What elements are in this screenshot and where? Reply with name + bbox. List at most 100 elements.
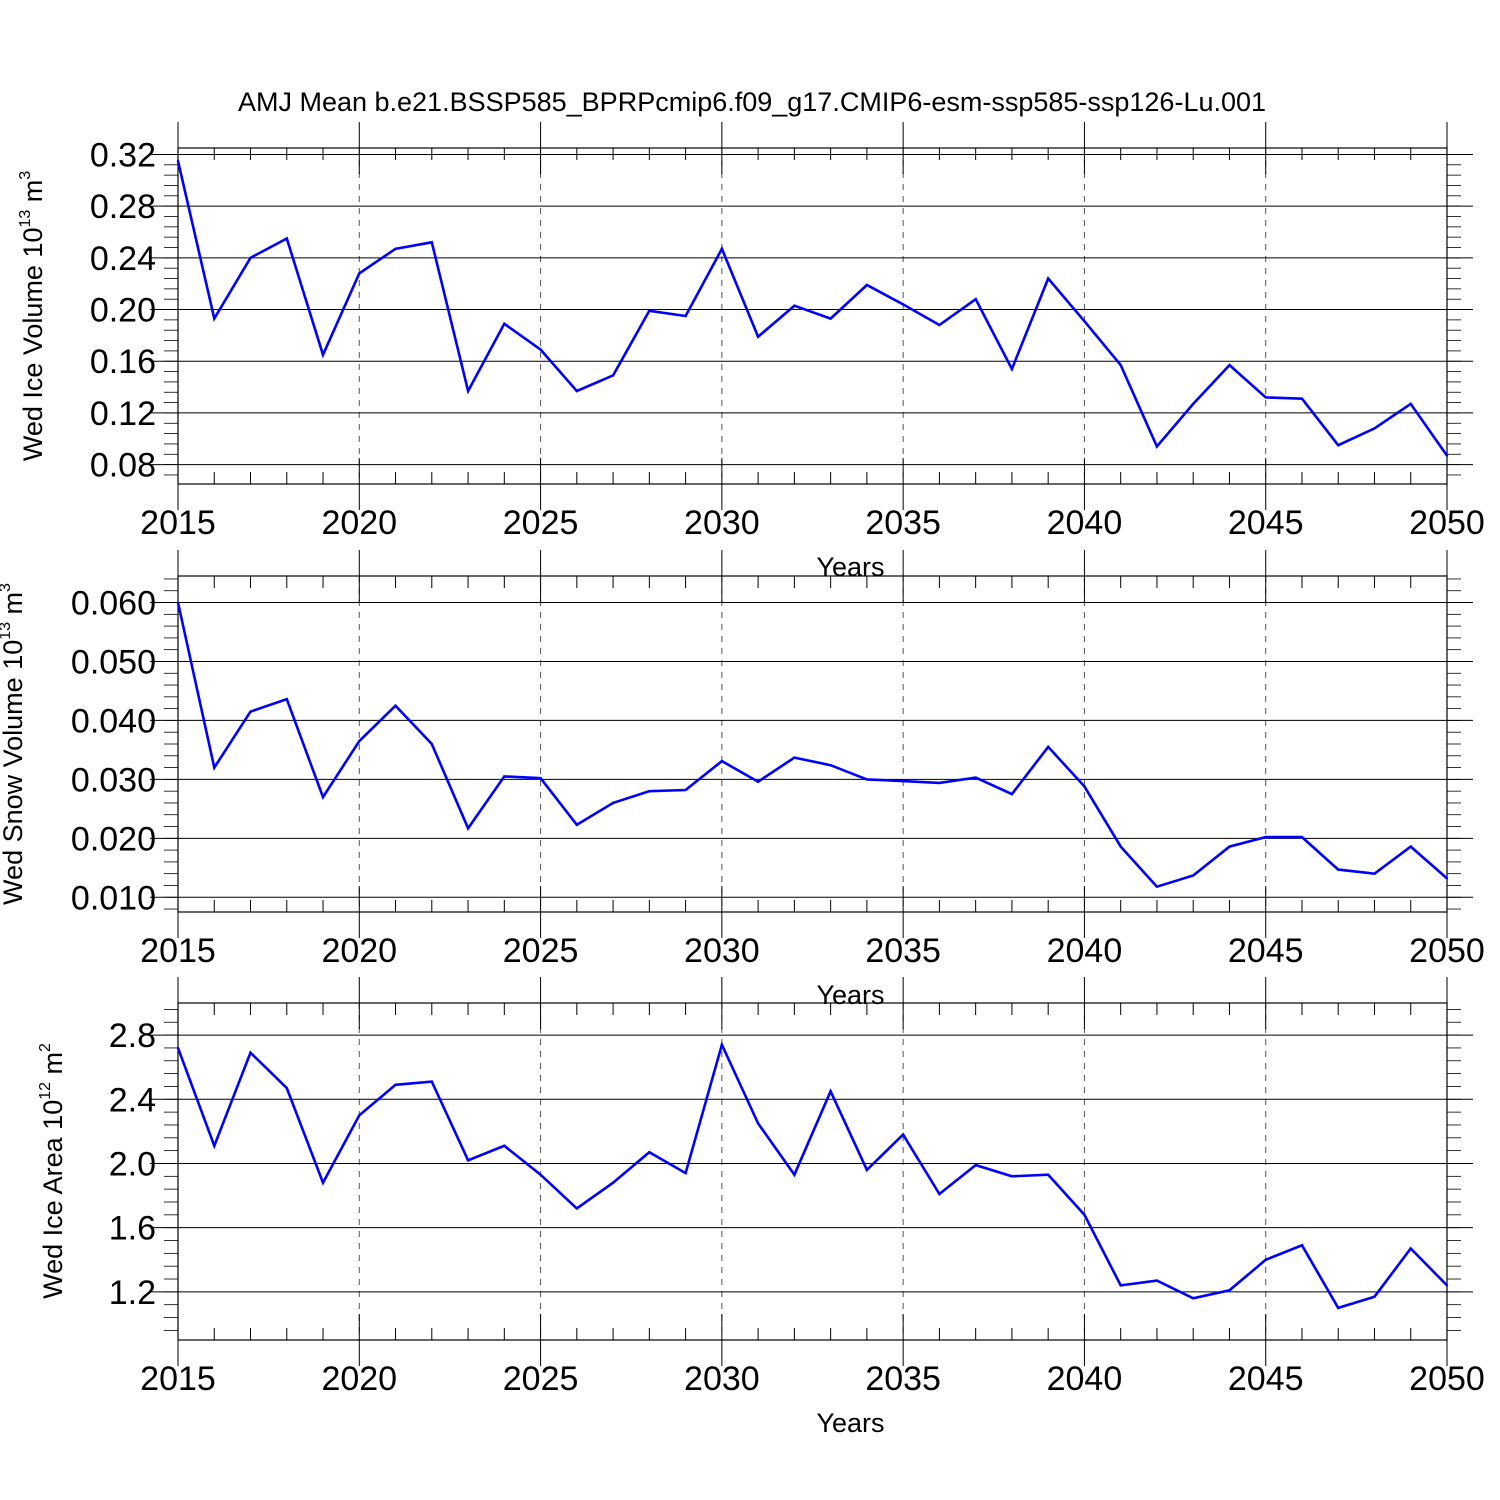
x-tick-label: 2015 <box>140 1360 216 1398</box>
y-axis-label-exponent: 13 <box>17 210 34 228</box>
data-point <box>1119 1284 1122 1287</box>
data-point <box>720 1043 724 1046</box>
data-point <box>394 247 397 250</box>
x-tick-label: 2050 <box>1409 504 1485 542</box>
y-tick-label: 0.060 <box>71 585 156 623</box>
chart-panel-snow-volume: 0.010 0.020 0.030 0.040 0.050 0.060 2015 2020 20… <box>0 550 1485 1010</box>
data-point <box>358 1114 361 1117</box>
data-point <box>1010 367 1014 371</box>
x-tick-label: 2040 <box>1047 1360 1123 1398</box>
y-axis-label-exponent: 12 <box>37 1082 54 1100</box>
data-point <box>1155 445 1159 448</box>
y-tick-label: 2.8 <box>109 1017 156 1055</box>
data-point <box>1119 845 1122 848</box>
series-line-ice-volume <box>176 160 1449 457</box>
data-point <box>974 1163 977 1167</box>
x-tick-label: 2030 <box>684 1360 760 1398</box>
data-point <box>249 1051 252 1054</box>
data-point <box>974 776 977 779</box>
data-point <box>1373 1295 1376 1298</box>
figure-title: AMJ Mean b.e21.BSSP585_BPRPcmip6.f09_g17… <box>238 87 1266 117</box>
data-point <box>539 776 542 780</box>
x-tick-label: 2015 <box>140 504 216 542</box>
data-point <box>793 304 796 307</box>
data-point <box>756 780 760 783</box>
y-tick-label: 0.20 <box>90 292 156 330</box>
y-tick-label: 2.4 <box>109 1081 156 1119</box>
data-point <box>611 801 615 805</box>
data-point <box>756 335 760 338</box>
x-axis-label: Years <box>816 552 884 582</box>
data-point <box>684 1171 687 1175</box>
data-point <box>1337 1306 1340 1310</box>
data-point <box>720 759 724 763</box>
data-point <box>1264 835 1267 839</box>
series-line-snow-volume <box>176 602 1448 889</box>
y-axis-label: Wed Ice Area 1012 m2 <box>37 1043 68 1299</box>
data-point <box>1083 319 1086 323</box>
x-tick-label: 2035 <box>865 932 941 970</box>
data-point <box>938 323 941 327</box>
data-point <box>249 710 252 713</box>
x-tick-label: 2020 <box>321 1360 397 1398</box>
data-point <box>1373 427 1376 430</box>
data-point <box>1046 745 1050 749</box>
data-point <box>176 601 180 604</box>
data-point <box>865 283 869 287</box>
chart-panel-ice-volume: 0.08 0.12 0.16 0.20 0.24 0.28 0.32 2015 2020 2025… <box>17 122 1485 582</box>
data-point <box>539 348 542 351</box>
data-point <box>1337 868 1340 871</box>
data-point <box>938 1192 941 1196</box>
y-tick-label: 0.08 <box>90 447 156 485</box>
data-point <box>648 309 651 313</box>
x-axis-label: Years <box>816 980 884 1010</box>
data-point <box>466 1159 470 1162</box>
data-point <box>1155 885 1159 888</box>
x-tick-label: 2025 <box>503 504 579 542</box>
x-axis-label: Years <box>816 1408 884 1438</box>
x-tick-label: 2040 <box>1047 932 1123 970</box>
chart-panel-ice-area: 1.2 1.6 2.0 2.4 2.8 2015 2020 2025 2030 2035 2040 2… <box>37 977 1485 1438</box>
data-point <box>611 1181 615 1184</box>
data-point <box>503 775 506 778</box>
y-tick-label: 0.030 <box>71 761 156 799</box>
data-point <box>1264 1258 1267 1261</box>
data-point <box>321 1181 325 1184</box>
data-point <box>1119 363 1122 367</box>
data-point <box>829 764 832 767</box>
data-point <box>1445 454 1449 457</box>
y-tick-label: 1.6 <box>109 1210 156 1248</box>
x-tick-label: 2030 <box>684 932 760 970</box>
plot-frame <box>177 575 1448 913</box>
data-point <box>1046 1173 1050 1176</box>
y-axis-label-unit: m <box>38 1052 68 1082</box>
data-point <box>285 698 288 701</box>
data-point <box>756 1122 760 1125</box>
x-tick-label: 2025 <box>503 932 579 970</box>
data-point <box>1046 277 1050 280</box>
y-axis-label-unit-exponent: 2 <box>37 1043 54 1052</box>
y-axis-label-unit-exponent: 3 <box>0 583 14 592</box>
x-tick-label: 2020 <box>321 504 397 542</box>
x-tick-label: 2035 <box>865 504 941 542</box>
data-point <box>321 795 325 799</box>
y-axis-label-unit: m <box>18 180 48 210</box>
data-point <box>1445 1284 1449 1287</box>
y-axis-label-main: Wed Ice Volume 10 <box>18 228 48 462</box>
data-point <box>865 778 869 781</box>
data-point <box>974 298 977 301</box>
data-point <box>1264 396 1267 399</box>
y-axis-label-exponent: 13 <box>0 622 14 640</box>
y-axis-label-main: Wed Snow Volume 10 <box>0 640 28 905</box>
y-tick-label: 0.010 <box>71 879 156 917</box>
data-point <box>938 781 941 785</box>
data-point <box>213 766 216 769</box>
data-point <box>1228 1289 1231 1292</box>
data-point <box>901 303 905 306</box>
data-point <box>720 247 724 250</box>
y-axis-label: Wed Snow Volume 1013 m3 <box>0 583 28 905</box>
y-tick-label: 0.040 <box>71 702 156 740</box>
data-point <box>829 1090 832 1093</box>
data-point <box>394 704 397 707</box>
